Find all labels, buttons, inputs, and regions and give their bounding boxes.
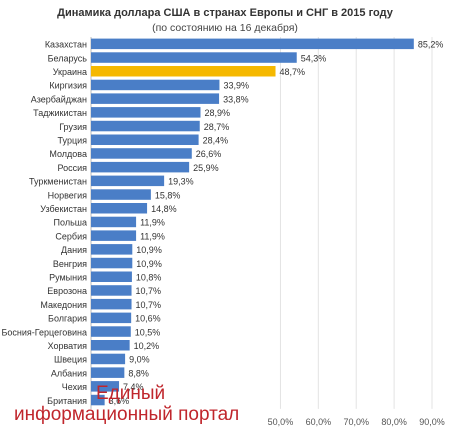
chart-subtitle: (по состоянию на 16 декабря) bbox=[152, 22, 298, 34]
data-label: 10,7% bbox=[136, 300, 162, 310]
category-label: Турция bbox=[58, 136, 88, 146]
data-label: 15,8% bbox=[155, 190, 181, 200]
data-label: 11,9% bbox=[140, 218, 165, 228]
data-label: 7,4% bbox=[123, 382, 144, 392]
category-label: Россия bbox=[57, 163, 87, 173]
bar bbox=[91, 394, 105, 406]
data-label: 54,3% bbox=[301, 53, 327, 63]
data-label: 28,7% bbox=[204, 122, 230, 132]
bar bbox=[91, 66, 276, 77]
category-label: Румыния bbox=[49, 273, 87, 283]
category-label: Хорватия bbox=[48, 341, 88, 351]
bar bbox=[91, 257, 133, 269]
x-tick-label: 80,0% bbox=[381, 417, 407, 427]
category-label: Туркменистан bbox=[29, 177, 87, 187]
bar bbox=[91, 148, 192, 159]
category-label: Еврозона bbox=[47, 286, 87, 296]
category-label: Грузия bbox=[59, 122, 87, 132]
category-label: Польша bbox=[54, 218, 87, 228]
data-label: 11,9% bbox=[140, 231, 165, 241]
x-tick-label: 50,0% bbox=[268, 417, 294, 427]
category-label: Казахстан bbox=[45, 40, 87, 50]
bar bbox=[91, 298, 132, 310]
data-label: 26,6% bbox=[196, 149, 222, 159]
bar bbox=[91, 312, 132, 324]
watermark-line-2: информационный портал bbox=[14, 404, 240, 425]
data-label: 85,2% bbox=[418, 40, 444, 50]
category-label: Британия bbox=[47, 396, 87, 406]
bar bbox=[91, 230, 137, 241]
data-label: 10,5% bbox=[135, 327, 161, 337]
category-label: Украина bbox=[53, 67, 87, 77]
data-label: 28,9% bbox=[204, 108, 230, 118]
bar bbox=[91, 340, 130, 351]
category-label: Узбекистан bbox=[40, 204, 87, 214]
bar bbox=[91, 93, 220, 104]
category-label: Азербайджан bbox=[31, 94, 87, 104]
bar bbox=[91, 161, 190, 173]
category-label: Албания bbox=[51, 368, 87, 378]
x-tick-label: 70,0% bbox=[343, 417, 369, 427]
data-label: 25,9% bbox=[193, 163, 219, 173]
category-label: Швеция bbox=[54, 355, 87, 365]
data-label: 10,8% bbox=[136, 273, 162, 283]
watermark-line-1: Единый bbox=[96, 383, 166, 404]
data-label: 48,7% bbox=[280, 67, 306, 77]
bar bbox=[91, 134, 199, 145]
bar bbox=[91, 367, 125, 378]
data-label: 33,8% bbox=[223, 94, 249, 104]
x-tick-label: 90,0% bbox=[419, 417, 445, 427]
data-label: 10,9% bbox=[136, 245, 162, 255]
data-label: 9,0% bbox=[129, 355, 150, 365]
bar bbox=[91, 120, 200, 132]
category-label: Чехия bbox=[62, 382, 87, 392]
data-label: 19,3% bbox=[168, 177, 194, 187]
data-label: 8,8% bbox=[128, 368, 149, 378]
category-label: Сербия bbox=[55, 231, 87, 241]
data-label: 3,6% bbox=[109, 396, 130, 406]
bar bbox=[91, 52, 297, 63]
bar bbox=[91, 244, 133, 255]
category-label: Норвегия bbox=[48, 190, 88, 200]
category-label: Киргизия bbox=[49, 81, 87, 91]
category-label: Таджикистан bbox=[33, 108, 87, 118]
data-label: 33,9% bbox=[223, 81, 249, 91]
data-label: 10,9% bbox=[136, 259, 162, 269]
data-label: 10,2% bbox=[134, 341, 160, 351]
data-label: 28,4% bbox=[203, 136, 229, 146]
data-label: 10,7% bbox=[136, 286, 162, 296]
bar bbox=[91, 38, 414, 50]
category-label: Болгария bbox=[48, 314, 87, 324]
bar bbox=[91, 285, 132, 296]
bar bbox=[91, 189, 151, 200]
bar bbox=[91, 353, 126, 365]
data-label: 14,8% bbox=[151, 204, 177, 214]
x-tick-label: 60,0% bbox=[306, 417, 332, 427]
category-label: Молдова bbox=[49, 149, 87, 159]
bar bbox=[91, 79, 220, 91]
category-label: Венгрия bbox=[53, 259, 87, 269]
chart-title: Динамика доллара США в странах Европы и … bbox=[57, 7, 393, 19]
bar bbox=[91, 216, 137, 228]
bar bbox=[91, 175, 165, 187]
bar bbox=[91, 107, 201, 118]
bar bbox=[91, 326, 131, 337]
category-label: Босния-Герцеговина bbox=[2, 327, 88, 337]
data-label: 10,6% bbox=[135, 314, 161, 324]
category-label: Беларусь bbox=[48, 53, 88, 63]
bar bbox=[91, 203, 148, 214]
bar bbox=[91, 271, 132, 282]
bar bbox=[91, 381, 120, 392]
category-label: Дания bbox=[61, 245, 87, 255]
category-label: Македония bbox=[40, 300, 87, 310]
